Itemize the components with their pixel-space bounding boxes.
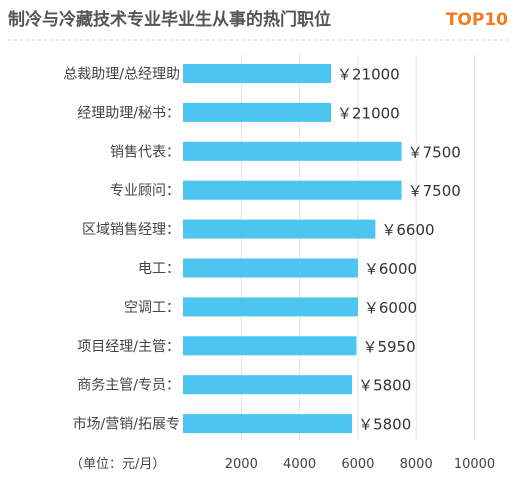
category-label: 商务主管/专员： <box>77 378 180 394</box>
x-tick-label: 4000 <box>283 457 316 472</box>
category-label: 专业顾问： <box>110 183 180 199</box>
bar <box>183 102 331 122</box>
value-label: ￥6000 <box>364 299 417 317</box>
bar <box>183 414 353 434</box>
value-label: ￥5800 <box>358 416 411 434</box>
x-tick-label: 10000 <box>454 457 495 472</box>
value-label: ￥5950 <box>362 338 415 356</box>
value-label: ￥7500 <box>408 143 461 161</box>
bars <box>183 64 402 434</box>
unit-label: （单位：元/月） <box>70 457 165 472</box>
value-label: ￥7500 <box>408 182 461 200</box>
bar <box>183 336 357 356</box>
chart-title: 制冷与冷藏技术专业毕业生从事的热门职位 <box>8 9 331 30</box>
category-label: 总裁助理/总经理助 <box>63 67 180 83</box>
value-label: ￥21000 <box>337 104 400 122</box>
x-tick-label: 6000 <box>341 457 374 472</box>
top10-badge: TOP10 <box>446 10 508 30</box>
bar <box>183 64 331 83</box>
bar <box>183 219 376 239</box>
value-label: ￥5800 <box>358 377 411 395</box>
value-label: ￥6000 <box>364 260 417 278</box>
bar <box>183 297 358 317</box>
x-tick-label: 8000 <box>400 457 433 472</box>
bar <box>183 180 402 200</box>
category-label: 电工： <box>138 261 180 277</box>
bar <box>183 141 402 161</box>
category-label: 市场/营销/拓展专 <box>73 416 180 433</box>
value-label: ￥21000 <box>337 66 400 84</box>
category-label: 经理助理/秘书： <box>77 105 180 121</box>
labels: 2000 4000 6000 8000 10000 总裁助理/总经理助 ￥21000 经理助理… <box>63 66 495 473</box>
bar <box>183 258 358 278</box>
value-label: ￥6600 <box>381 221 434 239</box>
category-label: 项目经理/主管： <box>77 339 180 355</box>
category-label: 区域销售经理： <box>82 222 180 238</box>
x-tick-label: 2000 <box>225 457 258 472</box>
category-label: 空调工： <box>124 300 180 316</box>
bar <box>183 375 353 395</box>
category-label: 销售代表： <box>110 144 180 160</box>
